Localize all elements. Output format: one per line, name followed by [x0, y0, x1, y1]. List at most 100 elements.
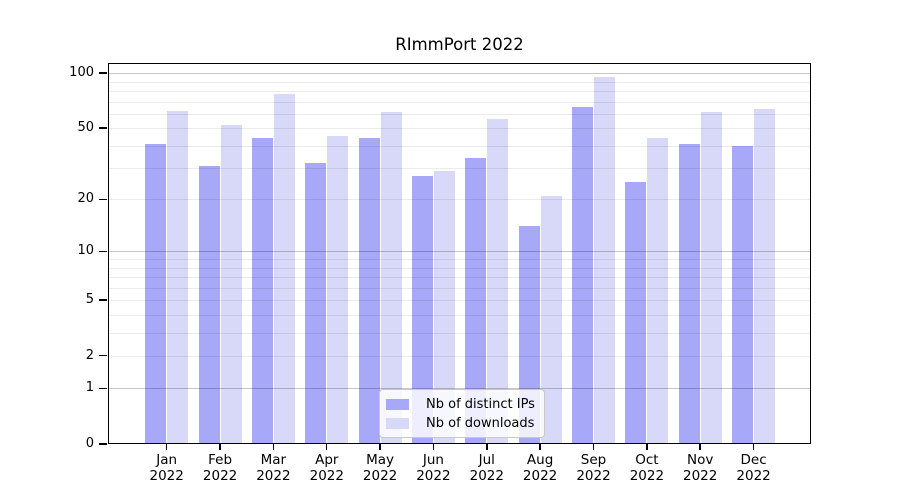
x-tick-label-line: Apr	[315, 452, 339, 468]
gridline-minor	[108, 276, 811, 278]
x-tick	[432, 444, 435, 450]
bar-distinct-ips	[198, 165, 220, 444]
x-tick	[219, 444, 221, 450]
legend-label: Nb of distinct IPs	[426, 396, 535, 412]
x-tick-label-line: 2022	[469, 467, 504, 484]
chart-title: RImmPort 2022	[395, 35, 524, 54]
x-tick	[592, 444, 595, 450]
x-tick-label: Mar 2022	[237, 452, 309, 484]
x-tick-label-line: 2022	[576, 467, 611, 484]
legend-item: Nb of distinct IPs	[386, 396, 536, 412]
gridline-minor	[108, 300, 811, 301]
gridline-major	[108, 73, 811, 75]
x-tick	[486, 444, 488, 450]
y-tick-label: 20	[77, 191, 94, 207]
y-tick	[99, 443, 107, 445]
bar-downloads	[647, 138, 669, 444]
y-tick-label: 2	[85, 347, 94, 363]
legend-item: Nb of downloads	[386, 415, 536, 431]
gridline-major	[108, 251, 811, 253]
gridline-minor	[108, 267, 811, 269]
gridline-minor	[108, 101, 811, 103]
x-tick-label: May 2022	[344, 452, 416, 484]
plot-area: Nb of distinct IPs Nb of downloads 0 1 2 5 1…	[69, 63, 811, 483]
y-tick	[99, 299, 107, 301]
bar-distinct-ips	[732, 145, 754, 444]
bar-downloads	[273, 94, 295, 444]
legend: Nb of distinct IPs Nb of downloads	[379, 389, 545, 438]
x-tick-label-line: Aug	[526, 452, 554, 468]
y-tick-label: 10	[77, 243, 94, 259]
bar-distinct-ips	[678, 143, 700, 444]
bar-distinct-ips	[625, 182, 647, 444]
x-tick-label: Jan 2022	[131, 452, 203, 484]
x-tick-label-line: Jan	[156, 452, 178, 468]
gridline-minor	[108, 332, 811, 334]
x-tick-label: Feb 2022	[184, 452, 256, 484]
x-tick-label-line: 2022	[522, 467, 558, 484]
gridline-minor	[108, 81, 811, 83]
bar-downloads	[433, 170, 455, 444]
legend-swatch-distinct-ips	[386, 398, 409, 410]
x-tick-label-line: Mar	[260, 452, 287, 468]
bar-distinct-ips	[305, 163, 327, 444]
x-tick-label: Jun 2022	[397, 452, 469, 484]
x-tick-label: Aug 2022	[504, 452, 576, 484]
x-tick-label-line: Oct	[635, 452, 659, 468]
x-tick	[165, 444, 168, 450]
gridline-major	[108, 388, 811, 390]
gridline-minor	[108, 259, 811, 260]
y-tick	[99, 354, 107, 357]
y-tick-label: 100	[69, 65, 94, 81]
gridline-minor	[108, 287, 811, 289]
bar-downloads	[754, 108, 776, 444]
y-tick-label: 0	[85, 436, 94, 451]
x-tick-label-line: 2022	[202, 467, 238, 484]
x-tick-label: Jul 2022	[451, 452, 523, 484]
x-tick-label-line: 2022	[309, 467, 344, 484]
legend-swatch-downloads	[386, 417, 409, 429]
y-tick	[99, 72, 107, 74]
bar-downloads	[327, 136, 349, 444]
y-tick	[99, 198, 107, 201]
x-tick-label-line: May	[366, 452, 395, 468]
bar-distinct-ips	[251, 138, 273, 444]
bar-distinct-ips	[411, 176, 433, 444]
gridline-minor	[108, 355, 811, 357]
bar-distinct-ips	[572, 107, 593, 444]
x-tick	[539, 444, 541, 450]
bar-downloads	[700, 112, 722, 444]
bar-downloads	[167, 111, 189, 444]
y-tick	[99, 387, 107, 390]
x-tick	[325, 444, 328, 450]
gridline-minor	[108, 314, 811, 316]
x-tick-label-line: Jun	[422, 452, 444, 468]
x-tick-label: Sep 2022	[558, 452, 630, 484]
x-tick-label: Apr 2022	[291, 452, 363, 484]
x-tick-label-line: Jul	[478, 452, 495, 468]
gridline-minor	[108, 128, 811, 130]
gridline-minor	[108, 90, 811, 92]
x-tick-label-line: 2022	[362, 467, 398, 484]
bar-downloads	[220, 125, 242, 444]
y-tick-label: 1	[85, 380, 94, 396]
x-tick-label-line: Nov	[687, 452, 714, 468]
y-tick-label: 50	[77, 120, 94, 136]
gridline-minor	[108, 168, 811, 170]
legend-label: Nb of downloads	[426, 415, 535, 431]
x-tick-label-line: 2022	[256, 467, 291, 484]
y-tick	[99, 250, 107, 253]
x-tick	[379, 444, 381, 450]
bar-distinct-ips	[465, 158, 487, 444]
y-tick-label: 5	[85, 292, 94, 307]
bar-downloads	[594, 77, 615, 444]
x-tick-label-line: Dec	[740, 452, 767, 468]
gridline-minor	[108, 113, 811, 115]
x-tick	[272, 444, 275, 450]
x-tick-label: Oct 2022	[611, 452, 683, 484]
x-tick	[752, 444, 755, 450]
x-tick-label: Nov 2022	[664, 452, 736, 484]
x-tick-label-line: 2022	[416, 467, 451, 484]
gridline-minor	[108, 145, 811, 147]
